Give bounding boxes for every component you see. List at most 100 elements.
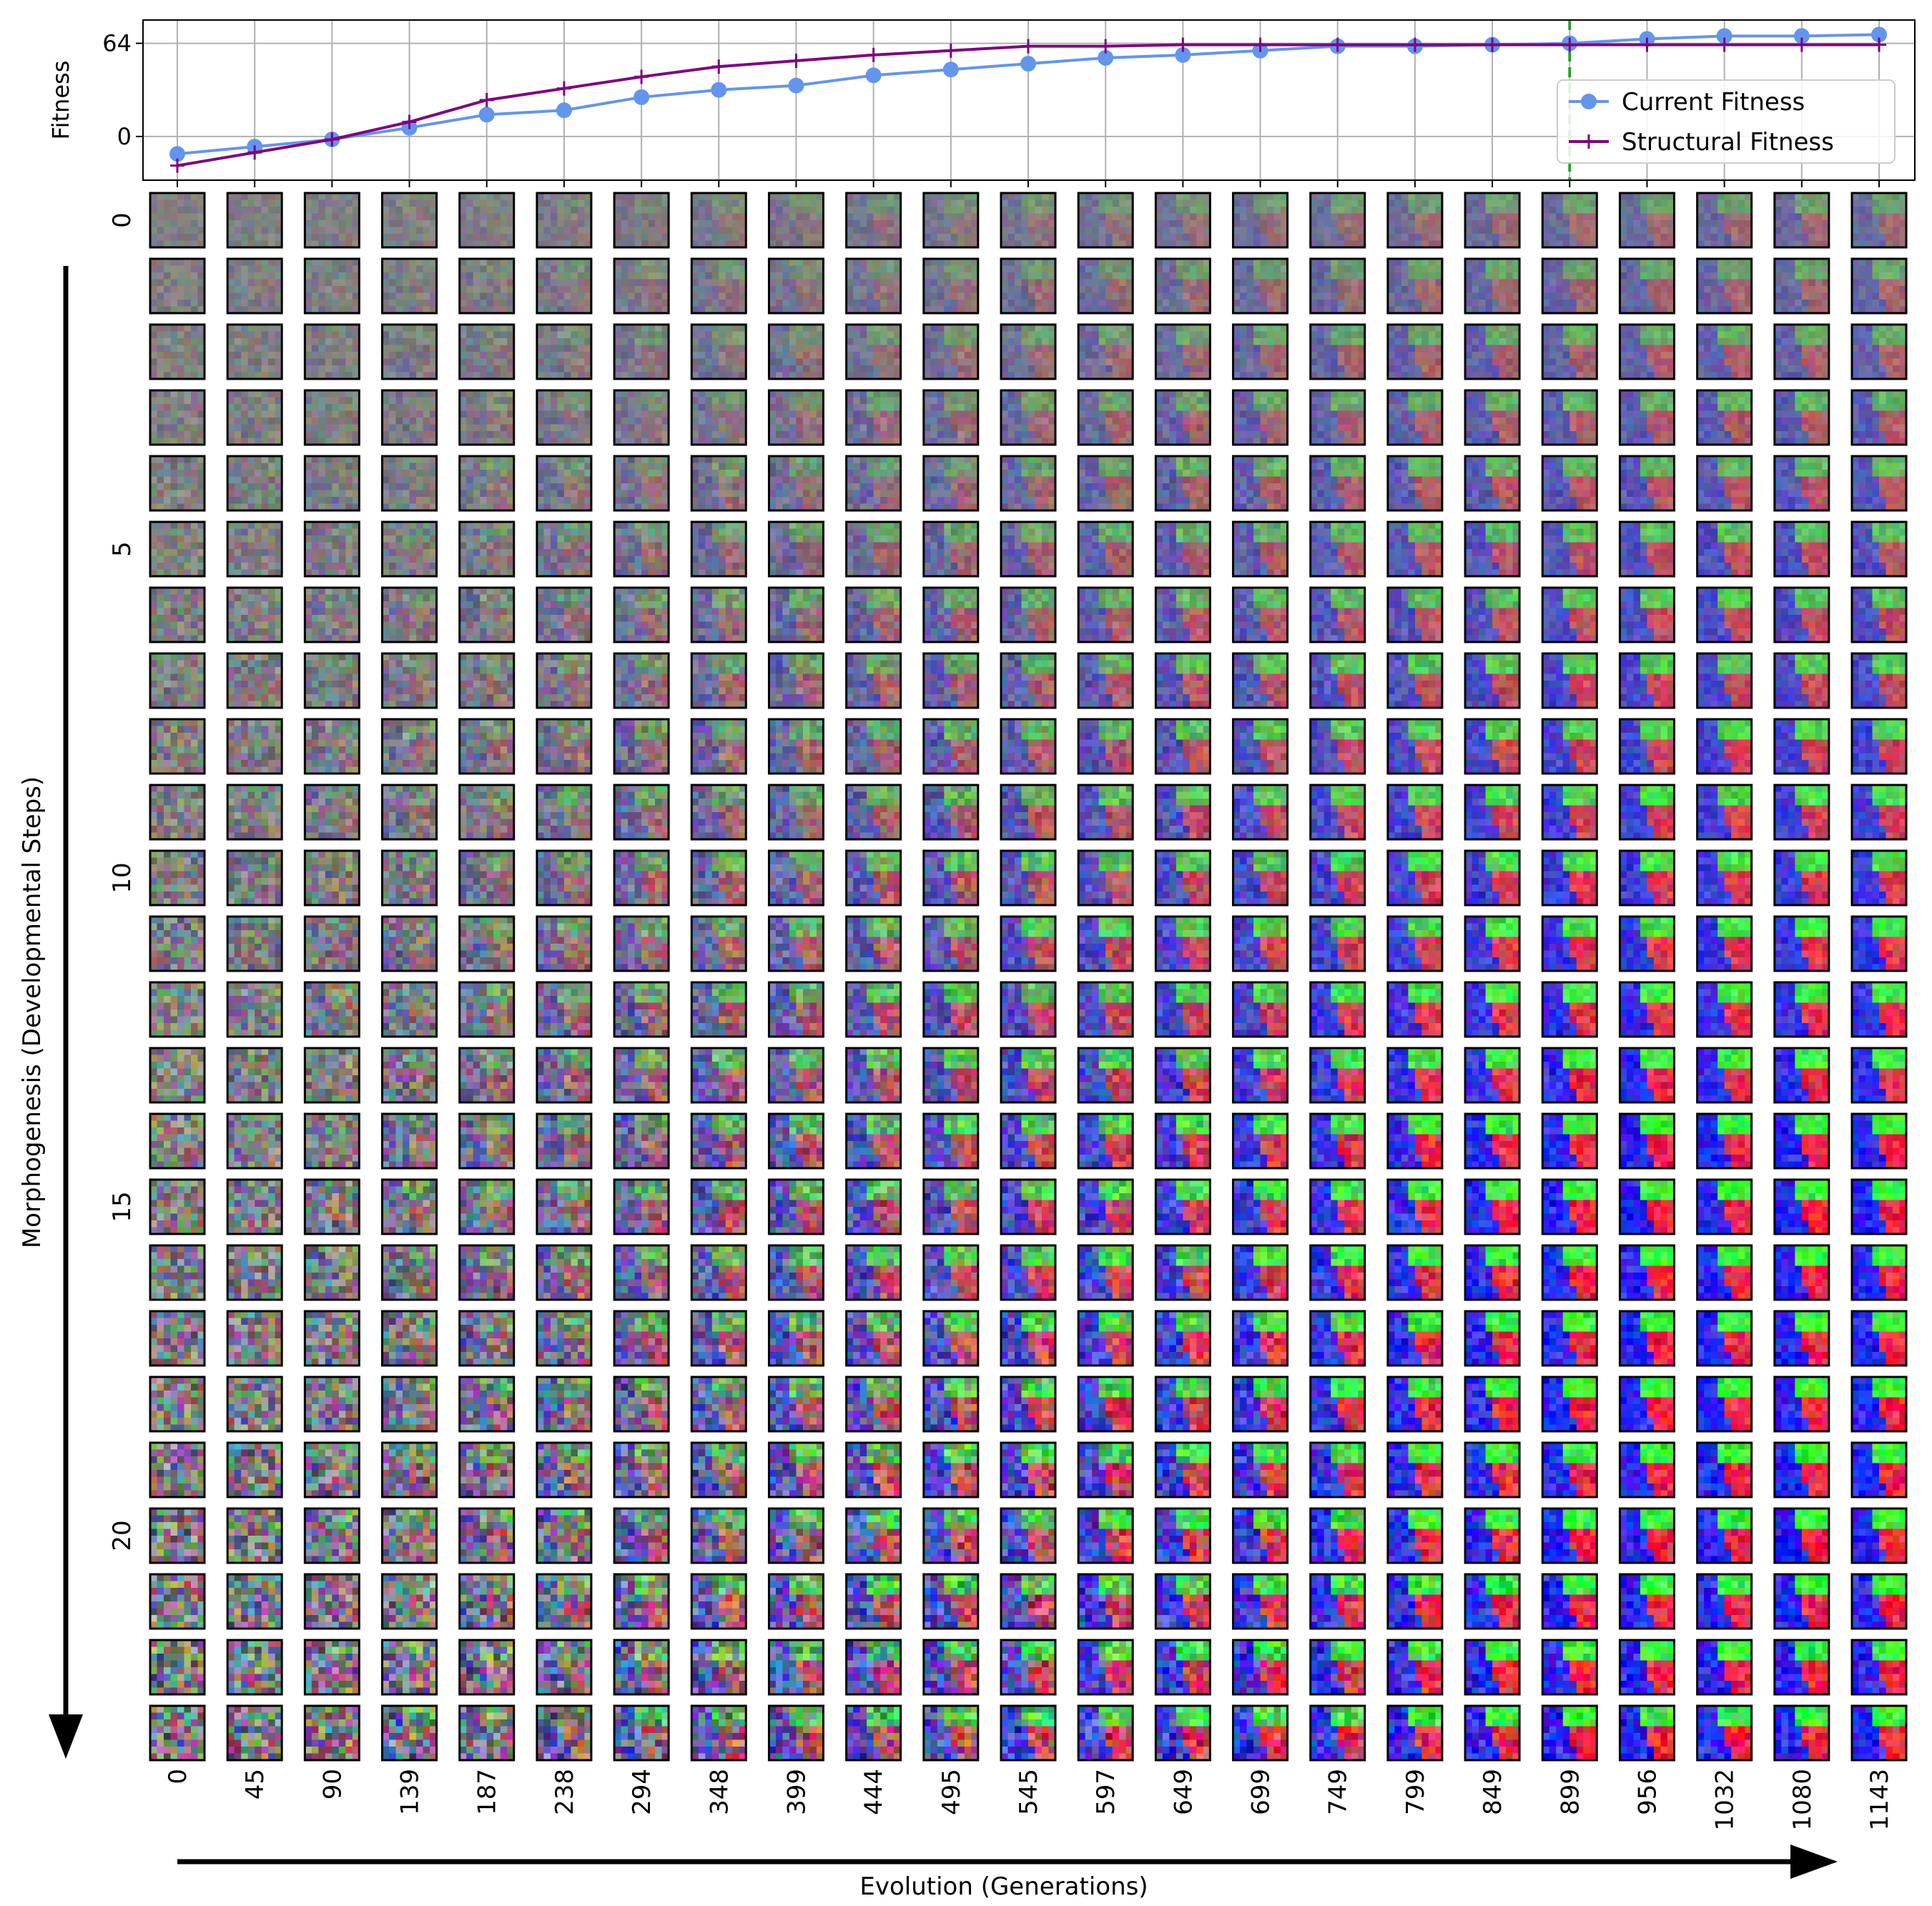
- tile-r20-c11: [1001, 1508, 1056, 1564]
- tile-r23-c8: [769, 1706, 824, 1761]
- tile-r7-c17: [1465, 653, 1520, 708]
- tile-r11-c4: [460, 917, 515, 972]
- row-tick-label: 0: [108, 212, 137, 228]
- tile-r1-c4: [460, 259, 515, 314]
- tile-r5-c22: [1852, 522, 1907, 577]
- tile-r10-c16: [1388, 851, 1443, 906]
- data-point-structural: [557, 82, 571, 96]
- tile-r17-c21: [1775, 1311, 1830, 1366]
- tile-r7-c22: [1852, 653, 1907, 708]
- tile-r21-c8: [769, 1574, 824, 1629]
- tile-r18-c18: [1542, 1377, 1597, 1432]
- tile-r10-c2: [305, 851, 360, 906]
- tile-r18-c7: [691, 1377, 746, 1432]
- tile-r12-c20: [1697, 982, 1753, 1037]
- tile-r9-c10: [924, 785, 979, 840]
- tile-r2-c1: [227, 325, 282, 380]
- tile-r23-c4: [460, 1706, 515, 1761]
- tile-r15-c9: [847, 1180, 902, 1235]
- tile-r3-c1: [227, 390, 282, 445]
- tile-r20-c22: [1852, 1508, 1907, 1564]
- tile-r4-c13: [1155, 456, 1211, 511]
- tile-r2-c3: [383, 325, 438, 380]
- tile-r22-c21: [1775, 1640, 1830, 1695]
- tile-r18-c21: [1775, 1377, 1830, 1432]
- tile-r18-c19: [1620, 1377, 1675, 1432]
- tile-r20-c0: [150, 1508, 205, 1564]
- tile-r1-c22: [1852, 259, 1907, 314]
- tile-r9-c15: [1311, 785, 1366, 840]
- tile-r2-c12: [1078, 325, 1133, 380]
- tile-r12-c19: [1620, 982, 1675, 1037]
- column-label: 348: [705, 1769, 734, 1815]
- tile-r15-c1: [227, 1180, 282, 1235]
- tile-r19-c6: [614, 1443, 669, 1498]
- tile-r7-c16: [1388, 653, 1443, 708]
- tile-r22-c2: [305, 1640, 360, 1695]
- tile-r12-c3: [383, 982, 438, 1037]
- column-label: 495: [937, 1769, 966, 1815]
- column-label: 399: [782, 1769, 811, 1815]
- tile-r23-c14: [1233, 1706, 1288, 1761]
- tile-r3-c15: [1311, 390, 1366, 445]
- tile-r0-c12: [1078, 193, 1133, 248]
- tile-r5-c17: [1465, 522, 1520, 577]
- tile-r13-c6: [614, 1048, 669, 1103]
- tile-r8-c2: [305, 719, 360, 774]
- tile-r0-c11: [1001, 193, 1056, 248]
- tile-r5-c11: [1001, 522, 1056, 577]
- tile-r0-c8: [769, 193, 824, 248]
- tile-r6-c18: [1542, 588, 1597, 643]
- tile-r8-c22: [1852, 719, 1907, 774]
- tile-r23-c17: [1465, 1706, 1520, 1761]
- tile-r13-c2: [305, 1048, 360, 1103]
- tile-r13-c4: [460, 1048, 515, 1103]
- tile-r20-c7: [691, 1508, 746, 1564]
- tile-r18-c4: [460, 1377, 515, 1432]
- tile-r22-c22: [1852, 1640, 1907, 1695]
- tile-r13-c11: [1001, 1048, 1056, 1103]
- tile-r6-c20: [1697, 588, 1753, 643]
- tile-r7-c15: [1311, 653, 1366, 708]
- tile-r12-c22: [1852, 982, 1907, 1037]
- tile-r8-c20: [1697, 719, 1753, 774]
- tile-r7-c6: [614, 653, 669, 708]
- tile-r4-c21: [1775, 456, 1830, 511]
- tile-r4-c9: [847, 456, 902, 511]
- tile-r1-c12: [1078, 259, 1133, 314]
- tile-r8-c7: [691, 719, 746, 774]
- tile-r2-c10: [924, 325, 979, 380]
- tile-r9-c13: [1155, 785, 1211, 840]
- tile-r1-c1: [227, 259, 282, 314]
- tile-r10-c20: [1697, 851, 1753, 906]
- tile-r2-c6: [614, 325, 669, 380]
- tile-r10-c8: [769, 851, 824, 906]
- tile-r10-c13: [1155, 851, 1211, 906]
- tile-r9-c18: [1542, 785, 1597, 840]
- tile-r14-c21: [1775, 1114, 1830, 1169]
- tile-r3-c6: [614, 390, 669, 445]
- tile-r15-c3: [383, 1180, 438, 1235]
- tile-r1-c3: [383, 259, 438, 314]
- tile-r3-c18: [1542, 390, 1597, 445]
- tile-r16-c22: [1852, 1245, 1907, 1300]
- tile-r9-c5: [537, 785, 592, 840]
- tile-r4-c8: [769, 456, 824, 511]
- tile-r6-c6: [614, 588, 669, 643]
- tile-r9-c1: [227, 785, 282, 840]
- tile-r3-c0: [150, 390, 205, 445]
- tile-r2-c16: [1388, 325, 1443, 380]
- tile-r21-c21: [1775, 1574, 1830, 1629]
- tile-r5-c21: [1775, 522, 1830, 577]
- tile-r19-c16: [1388, 1443, 1443, 1498]
- tile-r19-c19: [1620, 1443, 1675, 1498]
- tile-r0-c19: [1620, 193, 1675, 248]
- tile-r11-c12: [1078, 917, 1133, 972]
- tile-r0-c3: [383, 193, 438, 248]
- tile-r15-c18: [1542, 1180, 1597, 1235]
- tile-r17-c15: [1311, 1311, 1366, 1366]
- tile-r6-c17: [1465, 588, 1520, 643]
- legend-label: Structural Fitness: [1622, 128, 1834, 157]
- tile-r5-c18: [1542, 522, 1597, 577]
